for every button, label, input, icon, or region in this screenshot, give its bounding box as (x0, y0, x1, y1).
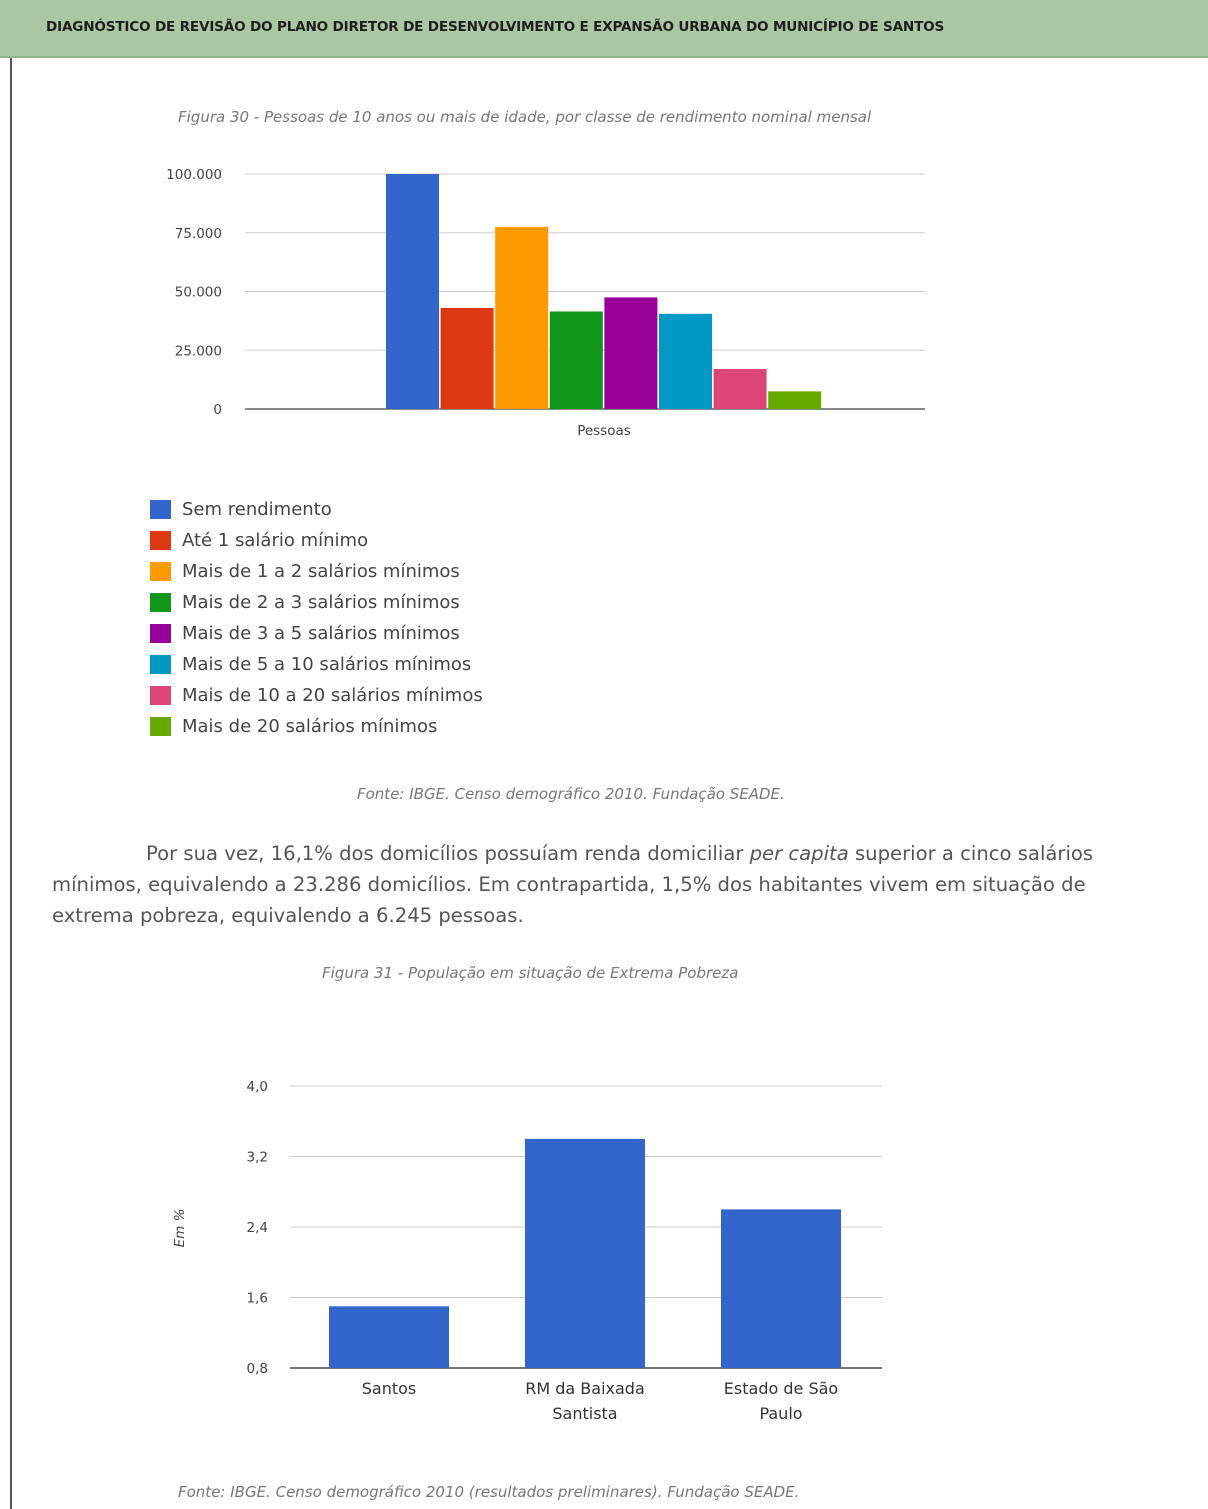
legend-swatch (150, 624, 171, 643)
x-category-label: RM da Baixada (525, 1379, 645, 1398)
legend-label: Mais de 20 salários mínimos (182, 716, 438, 737)
legend-swatch (150, 593, 171, 612)
extreme-poverty-bar-chart: 4,0 3,2 2,4 1,6 0,8 Em % Santos RM da Baixada Sa… (172, 1079, 882, 1423)
x-category-label: Paulo (759, 1404, 802, 1423)
legend-item: Mais de 20 salários mínimos (150, 711, 483, 742)
legend-swatch (150, 717, 171, 736)
y-tick-label: 25.000 (175, 343, 222, 359)
bar-5 (604, 297, 658, 409)
paragraph-part-2: superior a cinco salários mínimos, equiv… (52, 842, 1094, 927)
y-tick-label: 0,8 (247, 1361, 268, 1377)
figure-30-caption: Figura 30 - Pessoas de 10 anos ou mais d… (178, 108, 872, 126)
bar-4 (549, 311, 603, 409)
chart-legend: Sem rendimento Até 1 salário mínimo Mais d… (150, 494, 483, 742)
legend-label: Mais de 5 a 10 salários mínimos (182, 654, 472, 675)
bar-6 (659, 313, 712, 409)
y-tick-label: 1,6 (247, 1291, 268, 1307)
figure-31-source: Fonte: IBGE. Censo demográfico 2010 (res… (178, 1483, 800, 1501)
x-category-label: Santista (552, 1404, 617, 1423)
legend-swatch (150, 655, 171, 674)
y-tick-label: 4,0 (247, 1079, 268, 1095)
legend-item: Mais de 3 a 5 salários mínimos (150, 618, 483, 649)
header-title: DIAGNÓSTICO DE REVISÃO DO PLANO DIRETOR … (46, 19, 945, 35)
bar-2 (440, 307, 494, 409)
bar-2 (525, 1138, 645, 1368)
y-tick-label: 2,4 (247, 1220, 268, 1236)
bar-7 (713, 369, 767, 409)
income-class-bar-chart: 100.000 75.000 50.000 25.000 0 Pessoas (166, 167, 925, 439)
document-header: DIAGNÓSTICO DE REVISÃO DO PLANO DIRETOR … (0, 0, 1208, 58)
legend-item: Mais de 2 a 3 salários mínimos (150, 587, 483, 618)
figure-30-source: Fonte: IBGE. Censo demográfico 2010. Fun… (357, 785, 785, 803)
legend-item: Até 1 salário mínimo (150, 525, 483, 556)
legend-label: Mais de 3 a 5 salários mínimos (182, 623, 460, 644)
x-category-label: Pessoas (577, 423, 631, 439)
legend-swatch (150, 562, 171, 581)
y-axis-title: Em % (172, 1209, 188, 1248)
y-tick-label: 100.000 (166, 167, 222, 183)
legend-item: Sem rendimento (150, 494, 483, 525)
x-category-label: Santos (362, 1379, 417, 1398)
legend-swatch (150, 500, 171, 519)
legend-item: Mais de 5 a 10 salários mínimos (150, 649, 483, 680)
bar-1 (329, 1306, 449, 1368)
bar-3 (721, 1209, 841, 1368)
legend-item: Mais de 1 a 2 salários mínimos (150, 556, 483, 587)
y-tick-label: 0 (213, 402, 222, 418)
body-paragraph: Por sua vez, 16,1% dos domicílios possuí… (52, 838, 1162, 931)
y-tick-label: 3,2 (247, 1150, 268, 1166)
paragraph-part-1: Por sua vez, 16,1% dos domicílios possuí… (146, 842, 750, 865)
legend-label: Mais de 2 a 3 salários mínimos (182, 592, 460, 613)
y-tick-label: 75.000 (175, 226, 222, 242)
x-category-label: Estado de São (724, 1379, 838, 1398)
legend-swatch (150, 686, 171, 705)
bar-3 (495, 226, 549, 409)
figure-31-caption: Figura 31 - População em situação de Ext… (322, 964, 739, 982)
paragraph-emphasis: per capita (749, 842, 849, 865)
legend-item: Mais de 10 a 20 salários mínimos (150, 680, 483, 711)
y-tick-label: 50.000 (175, 285, 222, 301)
legend-label: Mais de 10 a 20 salários mínimos (182, 685, 483, 706)
legend-label: Sem rendimento (182, 499, 332, 520)
legend-label: Mais de 1 a 2 salários mínimos (182, 561, 460, 582)
bar-1 (386, 174, 439, 409)
page-border (10, 54, 1208, 1509)
bar-8 (768, 391, 822, 409)
legend-label: Até 1 salário mínimo (182, 530, 369, 551)
legend-swatch (150, 531, 171, 550)
